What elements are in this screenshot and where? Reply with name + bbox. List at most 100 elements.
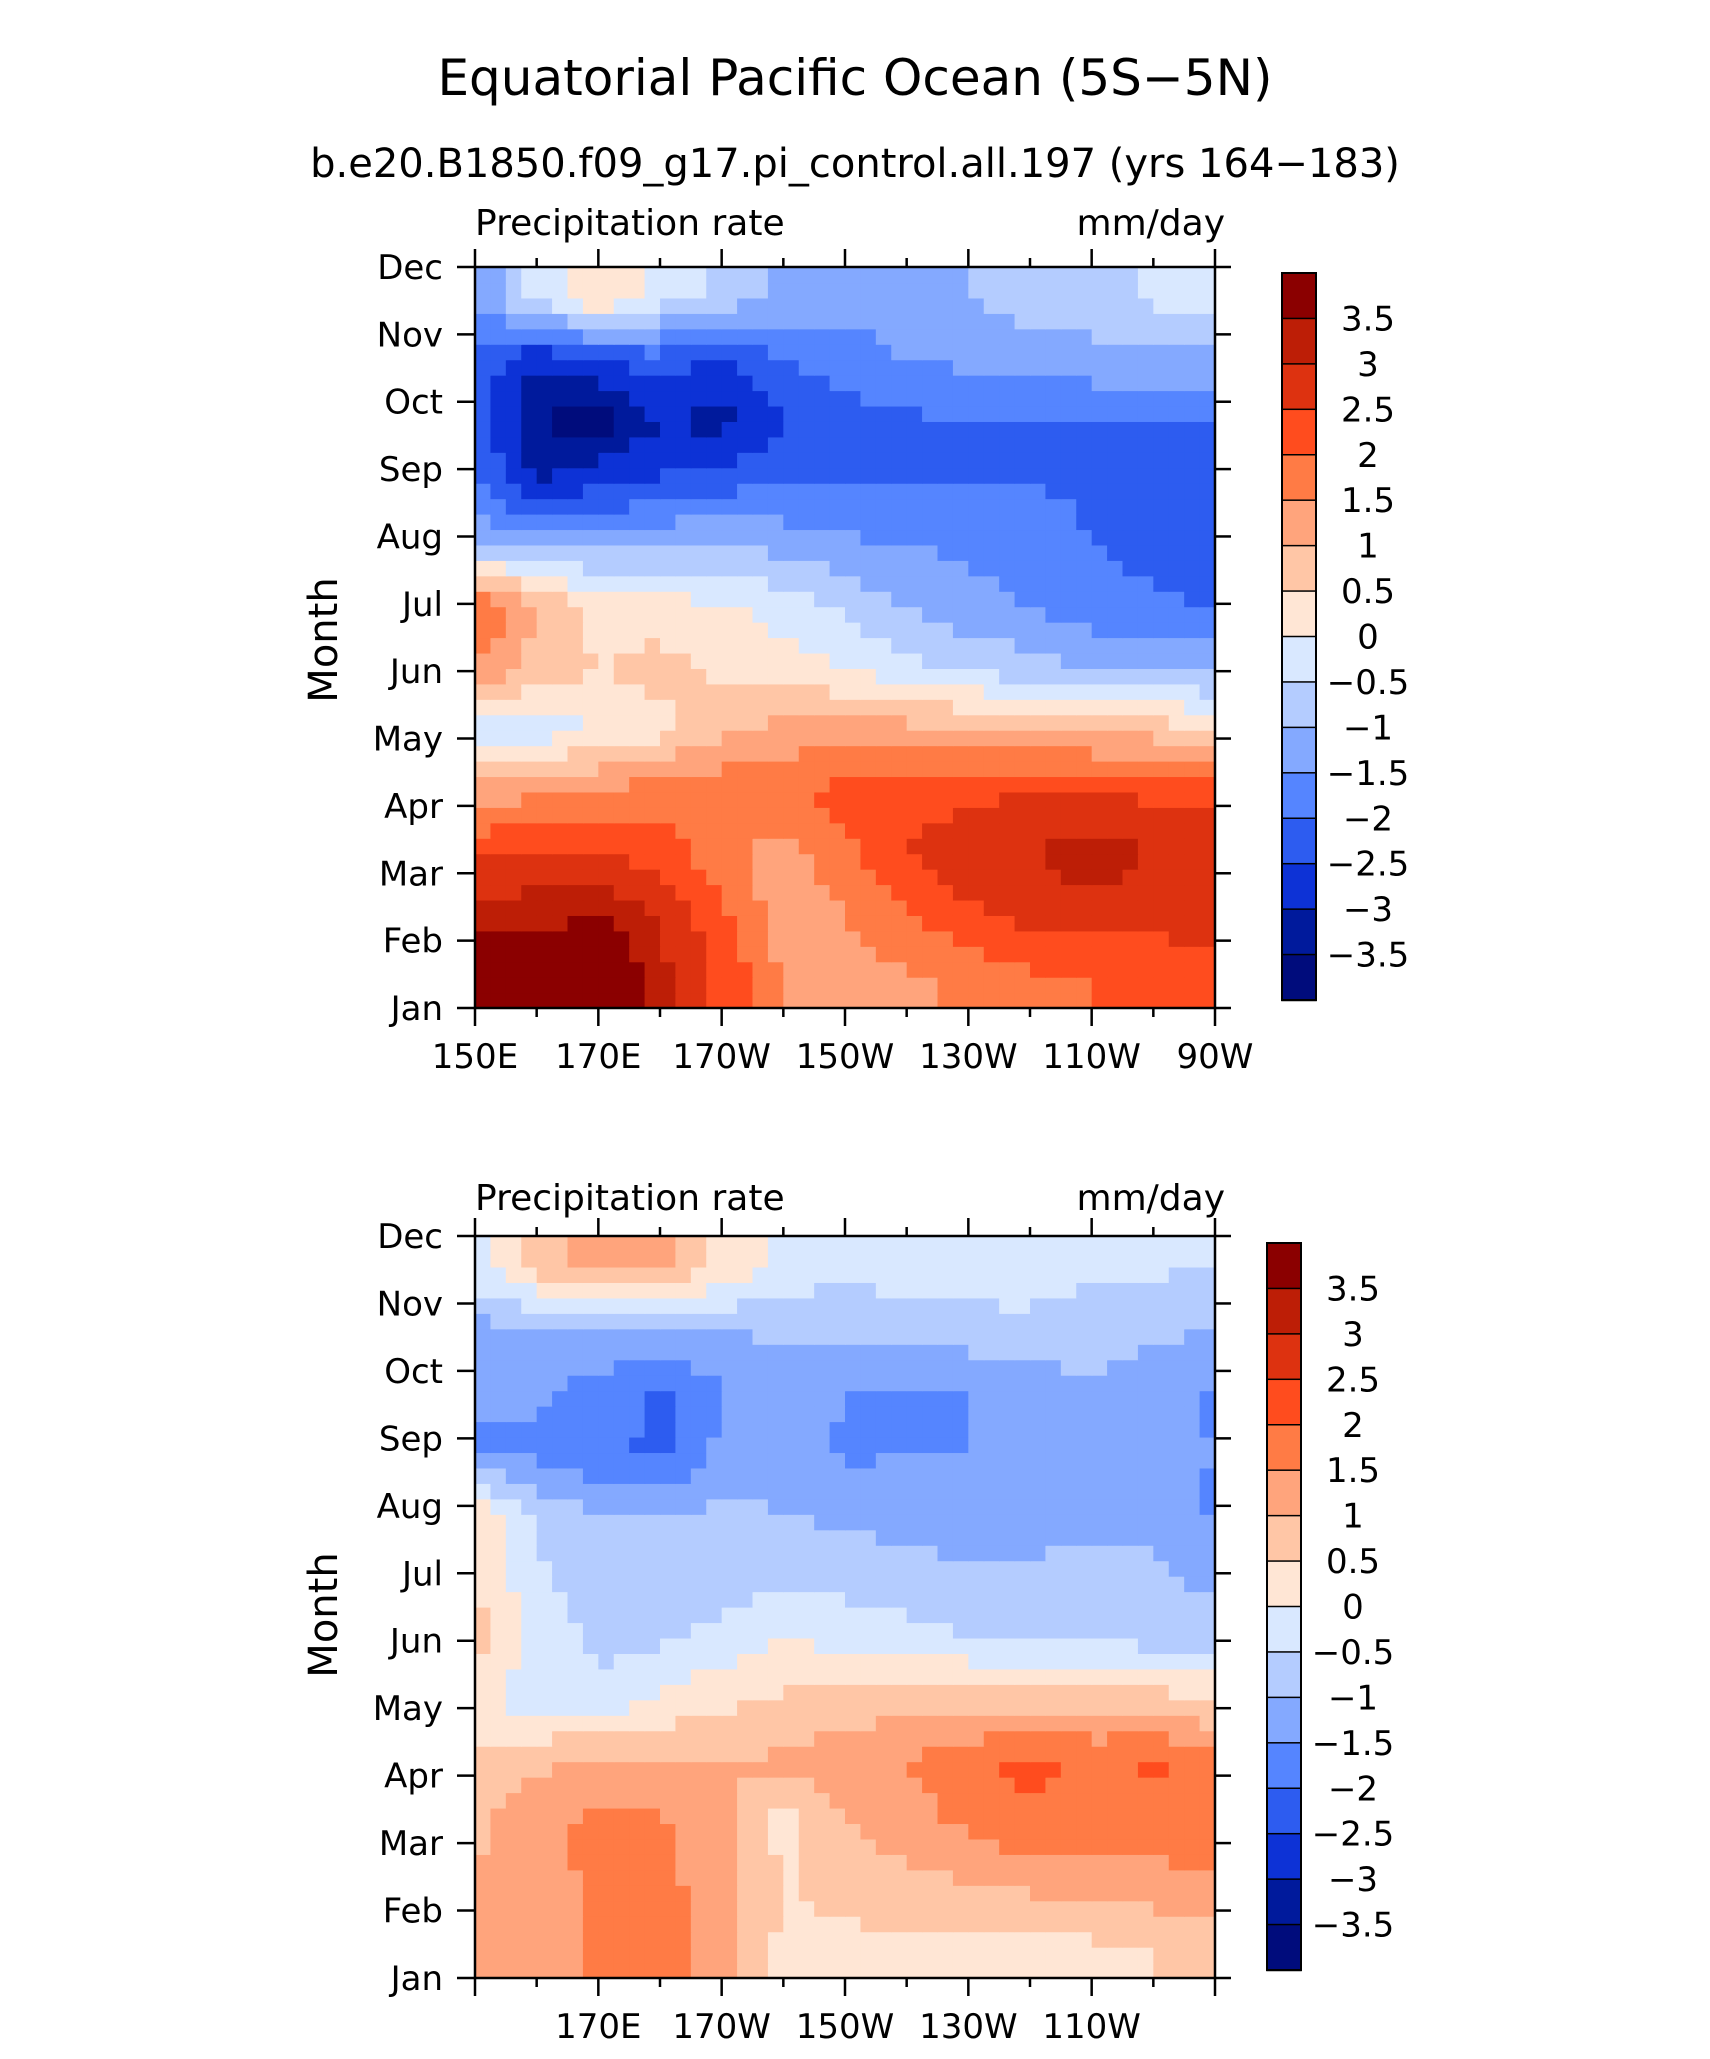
heatmap-cell: [1091, 328, 1108, 345]
heatmap-cell: [875, 560, 892, 577]
heatmap-cell: [1153, 452, 1170, 469]
heatmap-cell: [783, 313, 800, 330]
heatmap-cell: [644, 282, 661, 299]
heatmap-cell: [475, 452, 492, 469]
heatmap-cell: [1153, 328, 1170, 345]
heatmap-cell: [598, 1807, 615, 1825]
heatmap-cell: [875, 483, 892, 500]
heatmap-cell: [798, 1236, 815, 1253]
heatmap-cell: [505, 421, 522, 438]
y-tick-label: Apr: [384, 1757, 443, 1797]
heatmap-cell: [475, 1607, 492, 1624]
heatmap-cell: [690, 637, 707, 654]
heatmap-cell: [1137, 776, 1154, 793]
heatmap-cell: [598, 405, 615, 422]
heatmap-cell: [1153, 436, 1170, 453]
heatmap-cell: [1076, 1869, 1093, 1886]
heatmap-cell: [968, 1730, 985, 1747]
heatmap-cell: [814, 668, 831, 685]
heatmap-cell: [536, 838, 553, 855]
heatmap-cell: [1091, 1622, 1108, 1639]
heatmap-cell: [798, 359, 815, 376]
heatmap-cell: [706, 869, 723, 886]
heatmap-cell: [629, 776, 646, 793]
heatmap-cell: [968, 1375, 985, 1392]
heatmap-cell: [505, 1467, 522, 1484]
heatmap-cell: [1014, 1328, 1031, 1345]
heatmap-cell: [1107, 761, 1124, 778]
heatmap-cell: [552, 1266, 569, 1283]
heatmap-cell: [1153, 946, 1170, 963]
heatmap-cell: [983, 1236, 1000, 1253]
heatmap-cell: [490, 467, 507, 484]
heatmap-cell: [829, 1545, 846, 1562]
heatmap-cell: [552, 761, 569, 778]
heatmap-cell: [1153, 1746, 1170, 1763]
heatmap-cell: [1014, 884, 1031, 901]
heatmap-cell: [536, 483, 553, 500]
heatmap-cell: [1107, 1900, 1124, 1917]
heatmap-cell: [814, 344, 831, 361]
heatmap-cell: [937, 1730, 954, 1747]
heatmap-cell: [644, 637, 661, 654]
heatmap-cell: [675, 575, 692, 592]
heatmap-cell: [983, 1313, 1000, 1330]
heatmap-cell: [752, 452, 769, 469]
heatmap-cell: [490, 359, 507, 376]
heatmap-cell: [937, 853, 954, 870]
heatmap-cell: [845, 714, 862, 731]
heatmap-cell: [598, 884, 615, 901]
heatmap-cell: [536, 791, 553, 808]
heatmap-cell: [536, 1931, 553, 1948]
heatmap-cell: [767, 930, 784, 947]
heatmap-cell: [829, 1452, 846, 1469]
heatmap-cell: [613, 1344, 630, 1361]
heatmap-cell: [968, 1684, 985, 1701]
heatmap-cell: [922, 1266, 939, 1283]
heatmap-cell: [475, 1375, 492, 1392]
heatmap-cell: [752, 1637, 769, 1654]
heatmap-cell: [567, 699, 584, 716]
heatmap-cell: [629, 544, 646, 561]
heatmap-cell: [536, 1328, 553, 1345]
heatmap-cell: [598, 1282, 615, 1299]
heatmap-cell: [891, 884, 908, 901]
heatmap-cell: [721, 1637, 738, 1654]
heatmap-cell: [1060, 1854, 1077, 1871]
heatmap-cell: [1199, 1699, 1216, 1716]
heatmap-cell: [767, 1823, 784, 1840]
heatmap-cell: [1060, 390, 1077, 407]
heatmap-cell: [598, 529, 615, 546]
heatmap-cell: [1122, 1406, 1139, 1423]
heatmap-cell: [644, 1792, 661, 1809]
heatmap-cell: [767, 1452, 784, 1469]
heatmap-cell: [829, 1529, 846, 1546]
heatmap-cell: [1168, 992, 1185, 1009]
heatmap-cell: [891, 1452, 908, 1469]
heatmap-cell: [922, 730, 939, 747]
heatmap-cell: [829, 297, 846, 314]
heatmap-cell: [952, 1282, 969, 1299]
heatmap-cell: [798, 761, 815, 778]
heatmap-cell: [1137, 390, 1154, 407]
heatmap-cell: [1060, 1328, 1077, 1345]
heatmap-cell: [567, 1266, 584, 1283]
heatmap-cell: [1107, 1483, 1124, 1500]
heatmap-cell: [1045, 1668, 1062, 1685]
heatmap-cell: [783, 405, 800, 422]
heatmap-cell: [505, 405, 522, 422]
heatmap-cell: [567, 1823, 584, 1840]
heatmap-cell: [1076, 930, 1093, 947]
heatmap-cell: [1153, 1854, 1170, 1871]
heatmap-cell: [629, 745, 646, 762]
heatmap-cell: [536, 1421, 553, 1438]
heatmap-cell: [767, 745, 784, 762]
heatmap-cell: [1122, 1576, 1139, 1593]
heatmap-cell: [983, 1931, 1000, 1948]
heatmap-cell: [752, 313, 769, 330]
heatmap-cell: [706, 761, 723, 778]
heatmap-cell: [536, 375, 553, 392]
heatmap-cell: [690, 1962, 707, 1979]
heatmap-cell: [952, 1699, 969, 1716]
heatmap-cell: [798, 1653, 815, 1670]
